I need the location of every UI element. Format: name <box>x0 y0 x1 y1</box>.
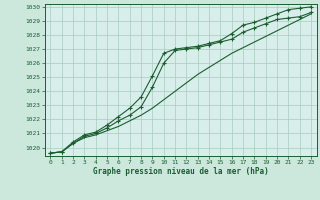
X-axis label: Graphe pression niveau de la mer (hPa): Graphe pression niveau de la mer (hPa) <box>93 167 269 176</box>
